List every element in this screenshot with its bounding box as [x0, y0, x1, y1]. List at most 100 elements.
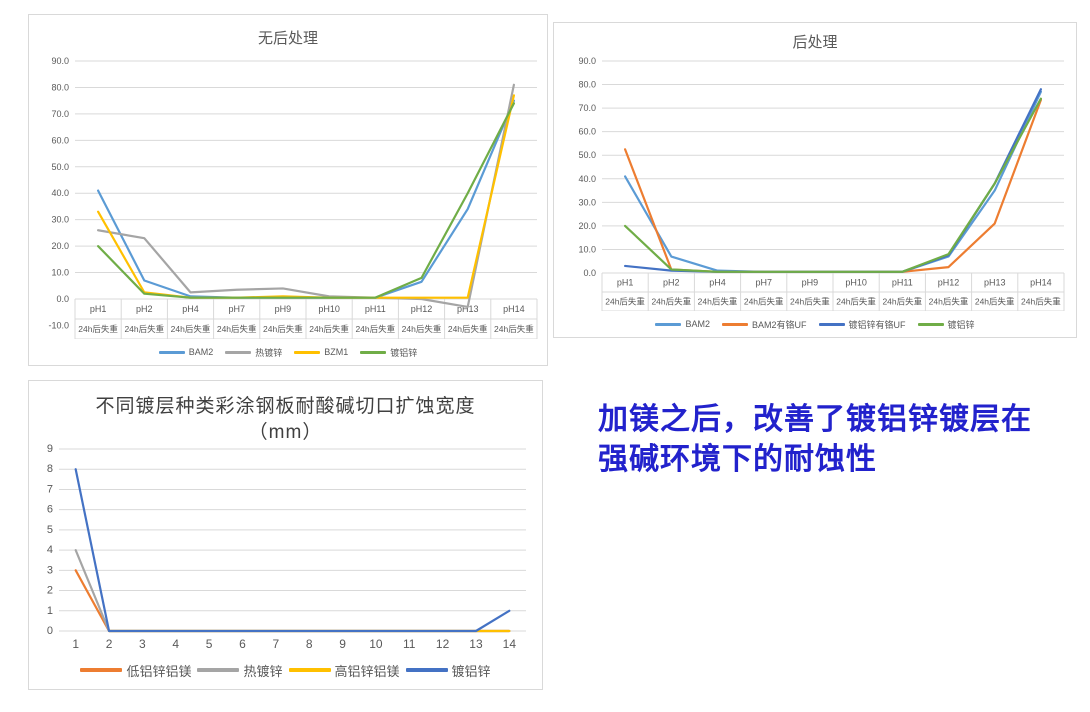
- y-tick-label: 0.0: [583, 268, 596, 278]
- legend-label: 镀铝锌: [451, 663, 491, 679]
- legend-swatch: [80, 668, 123, 672]
- chart-title-cut-corrosion-width: 不同镀层种类彩涂钢板耐酸碱切口扩蚀宽度: [95, 396, 476, 417]
- series-line-BAM2: [96, 99, 515, 299]
- x-tick-label: 11: [403, 637, 416, 651]
- legend-item: 热镀锌: [225, 346, 282, 359]
- y-tick-label: 30.0: [578, 197, 596, 207]
- category-label: pH1: [90, 304, 107, 314]
- series-line-热镀锌: [96, 83, 515, 309]
- category-sublabel: 24h后失重: [929, 297, 969, 307]
- legend-swatch: [197, 668, 240, 672]
- y-tick-label: 9: [47, 443, 53, 455]
- chart-panel-posttreatment: 后处理 0.0 10.0 20.0 30.0 40.0 50.0 60.0 70.0 80.0 9…: [553, 22, 1077, 338]
- x-tick-label: 9: [339, 637, 346, 651]
- legend-label: BAM2: [685, 319, 710, 329]
- y-tick-label: 7: [47, 483, 53, 495]
- y-tick-label: 70.0: [578, 103, 596, 113]
- legend-label: 镀铝锌: [390, 347, 418, 358]
- y-tick-label: 80.0: [51, 82, 69, 92]
- y-tick-label: 90.0: [51, 56, 69, 66]
- category-label: pH13: [984, 278, 1006, 288]
- category-sublabel: 24h后失重: [171, 324, 211, 334]
- legend-label: BZM1: [324, 347, 349, 357]
- legend-label: 高铝锌铝镁: [334, 663, 400, 679]
- category-sublabel: 24h后失重: [744, 297, 784, 307]
- x-tick-label: 8: [306, 637, 313, 651]
- category-label: pH13: [457, 304, 479, 314]
- legend-swatch: [655, 322, 682, 326]
- legend-swatch: [288, 668, 331, 672]
- category-label: pH11: [892, 278, 913, 288]
- category-sublabel: 24h后失重: [882, 297, 922, 307]
- category-sublabel: 24h后失重: [263, 324, 303, 334]
- category-sublabel: 24h后失重: [605, 297, 645, 307]
- category-label: pH9: [275, 304, 292, 314]
- category-sublabel: 24h后失重: [448, 324, 488, 334]
- legend-label: 镀铝锌: [947, 319, 975, 330]
- series-line-低铝锌铝镁: [74, 569, 511, 633]
- y-tick-label: 8: [47, 463, 53, 475]
- y-tick-label: 0: [47, 625, 53, 637]
- y-tick-label: 6: [47, 504, 53, 516]
- category-sublabel: 24h后失重: [494, 324, 534, 334]
- legend-label: 镀铝锌有铬UF: [848, 319, 906, 330]
- category-sublabel: 24h后失重: [402, 324, 442, 334]
- y-tick-label: 10.0: [578, 244, 596, 254]
- y-tick-label: 40.0: [51, 188, 69, 198]
- y-tick-label: -10.0: [48, 320, 69, 330]
- series-line-镀铝锌: [74, 468, 511, 633]
- chart-legend-no-posttreatment: BAM2 热镀锌 BZM1 镀铝锌: [29, 339, 547, 365]
- y-tick-label: 60.0: [51, 135, 69, 145]
- series-line-BAM2: [623, 90, 1042, 273]
- legend-item: BAM2有铬UF: [721, 318, 807, 331]
- legend-swatch: [405, 668, 448, 672]
- chart-panel-no-posttreatment: 无后处理 -10.0 0.0 10.0 20.0 30.0 40.0 50.0 60.0 70.…: [28, 14, 548, 366]
- series-line-BZM1: [96, 94, 515, 299]
- y-tick-label: 30.0: [51, 215, 69, 225]
- legend-item: 镀铝锌: [917, 318, 975, 331]
- category-label: pH2: [663, 278, 680, 288]
- y-tick-label: 4: [47, 544, 53, 556]
- x-tick-label: 14: [503, 637, 517, 651]
- legend-swatch: [917, 322, 944, 326]
- y-tick-label: 80.0: [578, 80, 596, 90]
- category-sublabel: 24h后失重: [309, 324, 349, 334]
- category-sublabel: 24h后失重: [355, 324, 395, 334]
- legend-swatch: [225, 350, 252, 354]
- series-line-镀铝锌: [96, 102, 515, 299]
- y-tick-label: 60.0: [578, 127, 596, 137]
- chart-title-no-posttreatment: 无后处理: [257, 30, 318, 47]
- category-sublabel: 24h后失重: [790, 297, 830, 307]
- category-label: pH10: [845, 278, 867, 288]
- category-sublabel: 24h后失重: [1021, 297, 1061, 307]
- category-label: pH4: [709, 278, 726, 288]
- category-label: pH2: [136, 304, 153, 314]
- x-tick-label: 10: [369, 637, 383, 651]
- legend-label: BAM2: [188, 347, 214, 357]
- x-tick-label: 6: [239, 637, 246, 651]
- y-tick-label: 20.0: [578, 221, 596, 231]
- plot-area-posttreatment: 0.0 10.0 20.0 30.0 40.0 50.0 60.0 70.0 80.0 90.0 p…: [578, 56, 1065, 311]
- y-tick-label: 20.0: [51, 241, 69, 251]
- annotation-line-2: 强碱环境下的耐蚀性: [598, 442, 877, 476]
- y-tick-label: 1: [47, 605, 53, 617]
- category-label: pH14: [1030, 278, 1052, 288]
- x-tick-label: 12: [436, 637, 450, 651]
- series-line-镀铝锌有铬UF: [623, 88, 1042, 273]
- x-tick-label: 1: [72, 637, 79, 651]
- legend-item: BAM2: [158, 347, 214, 357]
- legend-item: 低铝锌铝镁: [80, 661, 191, 680]
- y-tick-label: 50.0: [578, 150, 596, 160]
- legend-item: 高铝锌铝镁: [288, 661, 400, 680]
- y-tick-label: 0.0: [56, 294, 69, 304]
- chart-title-unit: （mm）: [248, 422, 323, 443]
- x-tick-label: 13: [469, 637, 483, 651]
- legend-item: BAM2: [655, 319, 710, 329]
- annotation-text: 加镁之后，改善了镀铝锌镀层在 强碱环境下的耐蚀性: [598, 400, 1073, 479]
- category-sublabel: 24h后失重: [836, 297, 876, 307]
- x-tick-label: 4: [172, 637, 179, 651]
- y-tick-label: 5: [47, 524, 53, 536]
- category-label: pH14: [503, 304, 525, 314]
